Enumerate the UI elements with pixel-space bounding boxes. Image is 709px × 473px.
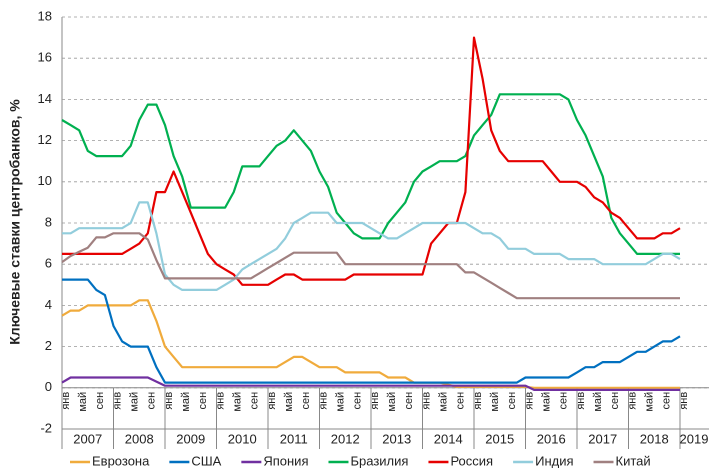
legend-label: США [191,453,221,468]
series-line [62,278,681,384]
x-tick-label: май [283,392,295,412]
year-label: 2012 [331,431,360,446]
legend-label: Еврозона [92,453,150,468]
x-tick-label: май [541,392,553,412]
year-label: 2014 [434,431,463,446]
y-tick-label: 12 [38,132,52,147]
x-tick-label: янв [472,392,484,410]
x-tick-label: сен [455,392,467,410]
x-tick-label: янв [626,392,638,410]
x-tick-label: сен [249,392,261,410]
y-tick-label: 2 [45,338,52,353]
y-tick-label: 10 [38,173,52,188]
x-tick-label: сен [661,392,673,410]
y-axis-label: Ключевые ставки центробанков, % [7,99,23,345]
x-tick-label: янв [317,392,329,410]
series-line [61,376,680,391]
year-label: 2018 [640,431,669,446]
x-tick-label: май [438,392,450,412]
year-label: 2011 [280,431,308,446]
x-tick-label: сен [352,392,364,410]
x-tick-label: янв [111,392,123,410]
x-tick-label: сен [300,392,312,410]
legend-label: Россия [450,453,493,468]
year-label: 2013 [382,431,411,446]
x-tick-label: май [592,392,604,412]
series-line [61,93,680,255]
year-label: 2008 [125,431,154,446]
year-label: 2009 [176,431,205,446]
x-tick-label: янв [369,392,381,410]
series-line [62,36,681,286]
year-label: 2019 [680,431,709,446]
y-tick-label: 14 [38,91,52,106]
x-tick-label: май [77,392,89,412]
x-tick-label: сен [506,392,518,410]
x-tick-label: янв [523,392,535,410]
y-tick-label: 16 [38,50,52,65]
x-tick-label: янв [214,392,226,410]
x-tick-label: янв [678,392,690,410]
year-label: 2015 [485,431,514,446]
legend-label: Индия [535,453,573,468]
x-tick-label: янв [420,392,432,410]
x-tick-label: май [489,392,501,412]
y-tick-label: 18 [38,8,52,23]
year-label: 2017 [588,431,617,446]
year-label: 2007 [73,431,102,446]
year-label: 2010 [228,431,257,446]
year-label: 2016 [537,431,566,446]
x-tick-label: май [180,392,192,412]
x-tick-label: май [644,392,656,412]
legend-label: Китай [616,453,651,468]
x-tick-label: сен [403,392,415,410]
x-tick-label: янв [575,392,587,410]
x-tick-label: сен [558,392,570,410]
x-tick-label: янв [60,392,72,410]
x-tick-label: сен [94,392,106,410]
x-tick-label: май [386,392,398,412]
series-line [61,232,680,300]
y-tick-label: -2 [40,420,52,435]
x-tick-label: май [232,392,244,412]
x-tick-label: янв [266,392,278,410]
y-tick-label: 6 [45,256,52,271]
x-tick-label: сен [146,392,158,410]
y-tick-label: 8 [45,214,52,229]
x-tick-label: янв [163,392,175,410]
x-tick-label: сен [197,392,209,410]
series-line [61,299,680,389]
legend-label: Япония [263,453,308,468]
series-line [62,201,681,291]
legend-label: Бразилия [350,453,408,468]
x-tick-label: май [129,392,141,412]
x-tick-label: сен [609,392,621,410]
y-tick-label: 4 [45,297,52,312]
x-tick-label: май [335,392,347,412]
y-tick-label: 0 [45,379,52,394]
